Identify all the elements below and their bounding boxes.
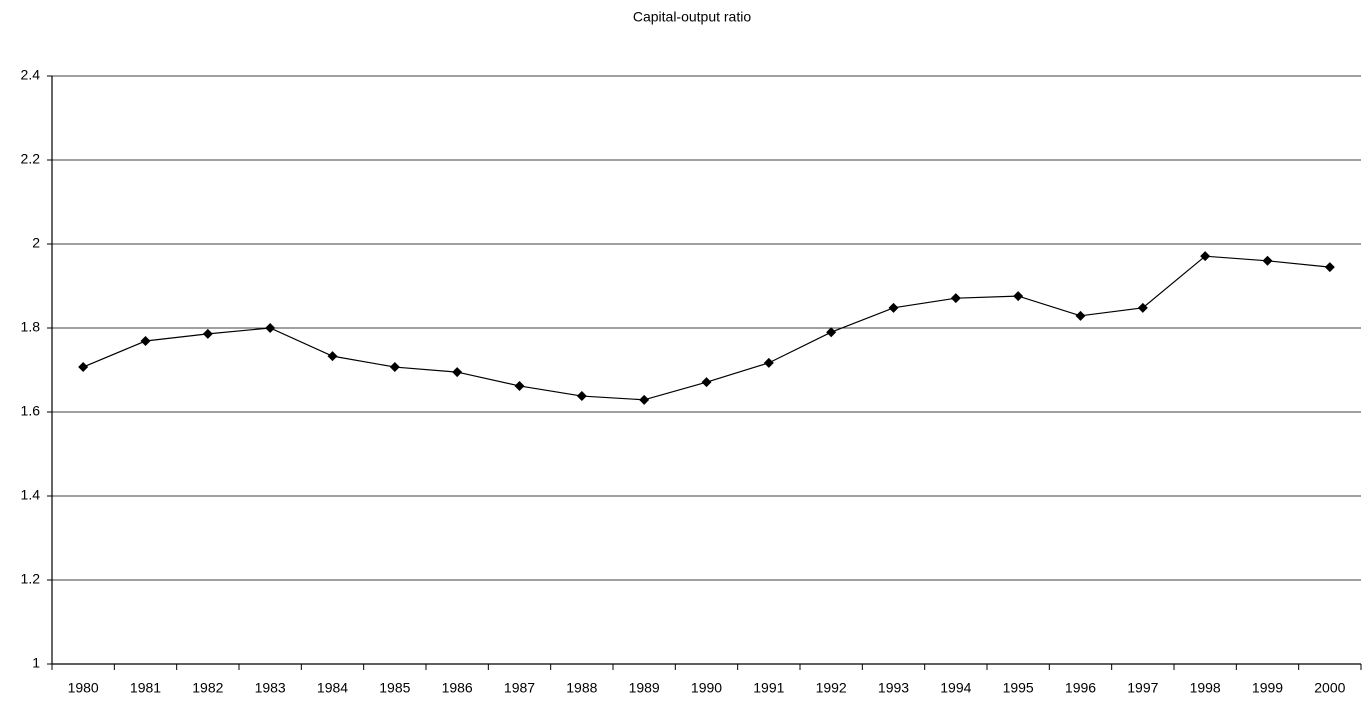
y-tick-label: 2: [32, 235, 40, 251]
y-tick-label: 1.8: [21, 319, 41, 335]
x-tick-label: 1993: [878, 680, 909, 696]
marker: [1013, 291, 1024, 302]
marker: [140, 336, 151, 347]
marker: [701, 377, 712, 388]
marker: [1075, 310, 1086, 321]
y-tick-label: 1: [32, 655, 40, 671]
x-tick-label: 1999: [1252, 680, 1283, 696]
marker: [1262, 255, 1273, 266]
marker: [452, 367, 463, 378]
y-tick-label: 1.4: [21, 487, 41, 503]
x-tick-label: 1987: [504, 680, 535, 696]
x-tick-label: 1998: [1190, 680, 1221, 696]
x-tick-label: 1983: [255, 680, 286, 696]
x-tick-label: 1994: [940, 680, 971, 696]
x-tick-label: 1988: [566, 680, 597, 696]
marker: [327, 351, 338, 362]
marker: [576, 391, 587, 402]
x-tick-label: 1981: [130, 680, 161, 696]
x-tick-label: 2000: [1314, 680, 1345, 696]
x-tick-label: 1985: [379, 680, 410, 696]
marker: [950, 293, 961, 304]
x-tick-label: 1992: [816, 680, 847, 696]
marker: [888, 302, 899, 313]
marker: [265, 323, 276, 333]
y-tick-label: 2.4: [21, 67, 41, 83]
y-tick-label: 1.2: [21, 571, 41, 587]
marker: [78, 362, 89, 373]
x-tick-label: 1991: [753, 680, 784, 696]
marker: [1324, 262, 1335, 273]
marker: [514, 380, 525, 391]
marker: [639, 394, 650, 405]
marker: [763, 357, 774, 368]
marker: [389, 362, 400, 373]
y-tick-label: 2.2: [21, 151, 41, 167]
marker: [1200, 251, 1211, 262]
x-tick-label: 1984: [317, 680, 348, 696]
x-tick-label: 1995: [1003, 680, 1034, 696]
x-tick-label: 1997: [1127, 680, 1158, 696]
marker: [202, 328, 213, 339]
x-tick-label: 1990: [691, 680, 722, 696]
marker: [1137, 302, 1148, 313]
x-tick-label: 1996: [1065, 680, 1096, 696]
x-tick-label: 1986: [442, 680, 473, 696]
x-tick-label: 1980: [68, 680, 99, 696]
x-tick-label: 1989: [629, 680, 660, 696]
y-tick-label: 1.6: [21, 403, 41, 419]
marker: [826, 327, 837, 338]
x-tick-label: 1982: [192, 680, 223, 696]
chart-title: Capital-output ratio: [633, 9, 752, 25]
